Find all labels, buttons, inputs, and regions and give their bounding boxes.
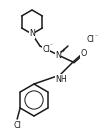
Text: Cl: Cl: [42, 45, 50, 53]
Text: Cl: Cl: [13, 121, 21, 129]
Text: N: N: [29, 30, 35, 38]
Text: ⁻: ⁻: [94, 36, 98, 40]
Text: Cl: Cl: [86, 36, 94, 45]
Text: NH: NH: [55, 75, 67, 84]
Text: +: +: [61, 48, 65, 53]
Text: O: O: [81, 48, 87, 58]
Text: N: N: [55, 50, 61, 60]
Text: ⁻: ⁻: [50, 45, 53, 50]
